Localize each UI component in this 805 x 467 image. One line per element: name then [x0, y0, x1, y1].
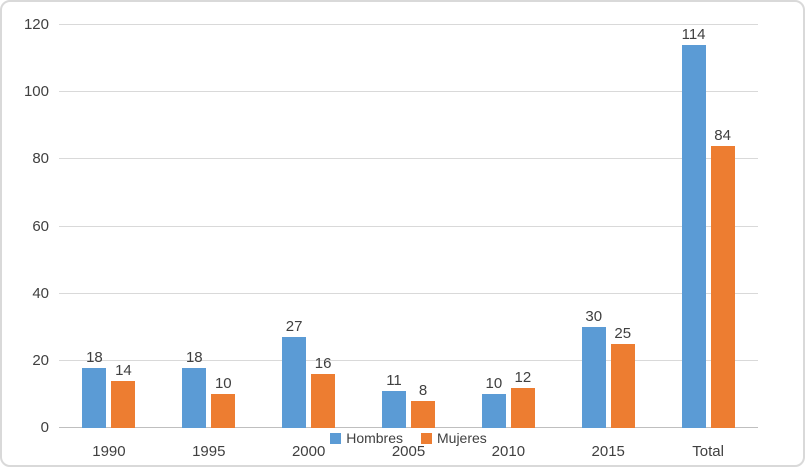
bar-wrap: 18: [82, 348, 107, 428]
bar-group-2000: 27 16: [259, 25, 359, 428]
x-axis-category-labels: 1990 1995 2000 2005 2010 2015 Total: [59, 443, 758, 460]
y-tick-label: 20: [32, 351, 49, 369]
bar-hombres-2010: [481, 394, 506, 428]
y-tick-label: 40: [32, 284, 49, 302]
bar-group-2010: 10 12: [458, 25, 558, 428]
bar-hombres-2000: [282, 337, 307, 428]
x-tick-label-2000: 2000: [291, 443, 326, 460]
bar-wrap: 30: [581, 308, 606, 428]
bar-group-total: 114 84: [658, 25, 758, 428]
bar-group-1990: 18 14: [59, 25, 159, 428]
bar-mujeres-total: [710, 145, 735, 428]
y-tick-label: 100: [23, 83, 49, 101]
data-label: 18: [185, 348, 203, 366]
data-label: 12: [514, 368, 532, 386]
y-tick-label: 80: [32, 150, 49, 168]
data-label: 84: [714, 126, 731, 144]
bar-wrap: 11: [382, 372, 406, 428]
data-label: 14: [115, 361, 132, 379]
bar-groups: 18 14 18 10 27 16 11 8 10 12 30 25 114 84: [59, 25, 758, 428]
x-tick-label-1990: 1990: [92, 443, 126, 460]
bar-wrap: 84: [710, 126, 735, 428]
data-label: 27: [285, 318, 303, 336]
bar-wrap: 14: [111, 361, 136, 428]
bar-hombres-2015: [581, 327, 606, 428]
bar-group-2015: 30 25: [558, 25, 658, 428]
bar-wrap: 16: [311, 355, 336, 428]
y-tick-label: 120: [23, 16, 49, 33]
data-label: 10: [485, 375, 503, 393]
y-tick-label: 60: [32, 217, 49, 235]
bar-mujeres-2010: [510, 387, 535, 428]
x-tick-label-2015: 2015: [591, 443, 625, 460]
bar-wrap: 114: [681, 26, 706, 428]
x-tick-label-2010: 2010: [491, 443, 526, 460]
bar-wrap: 25: [610, 325, 635, 428]
gridline: [59, 359, 758, 361]
bar-wrap: 18: [182, 348, 207, 428]
bar-wrap: 12: [510, 368, 535, 428]
bar-wrap: 10: [211, 375, 236, 428]
bar-mujeres-2015: [610, 344, 635, 428]
bar-hombres-2005: [382, 391, 406, 428]
data-label: 10: [214, 375, 232, 393]
plot-area: 18 14 18 10 27 16 11 8 10 12 30 25 114 84: [59, 24, 758, 428]
bar-hombres-1995: [182, 367, 207, 428]
bar-wrap: 27: [282, 318, 307, 428]
bar-mujeres-1995: [211, 394, 236, 428]
bar-wrap: 8: [411, 382, 435, 428]
data-label: 30: [585, 308, 603, 326]
x-tick-label-total: Total: [692, 443, 724, 460]
x-tick-label-1995: 1995: [192, 443, 226, 460]
gridline: [59, 225, 758, 227]
gridline: [59, 91, 758, 93]
x-axis-line: [59, 427, 758, 428]
y-tick-label: 0: [40, 419, 49, 436]
gridline: [59, 292, 758, 294]
data-label: 25: [614, 325, 632, 343]
data-label: 16: [314, 355, 332, 373]
bar-mujeres-2000: [311, 374, 336, 428]
bar-mujeres-2005: [411, 401, 435, 428]
data-label: 114: [681, 26, 706, 44]
x-tick-label-2005: 2005: [391, 443, 426, 460]
data-label: 18: [86, 348, 103, 366]
bar-hombres-1990: [82, 367, 107, 428]
bar-group-2005: 11 8: [359, 25, 459, 428]
gridline: [59, 24, 758, 25]
legend-swatch-icon: [330, 432, 342, 444]
legend-swatch-icon: [421, 432, 432, 444]
bar-wrap: 10: [481, 375, 506, 428]
bar-mujeres-1990: [111, 380, 136, 428]
data-label: 11: [386, 372, 402, 390]
bar-group-1995: 18 10: [159, 25, 259, 428]
gridline: [59, 158, 758, 160]
data-label: 8: [418, 382, 428, 400]
bar-hombres-total: [681, 45, 706, 428]
